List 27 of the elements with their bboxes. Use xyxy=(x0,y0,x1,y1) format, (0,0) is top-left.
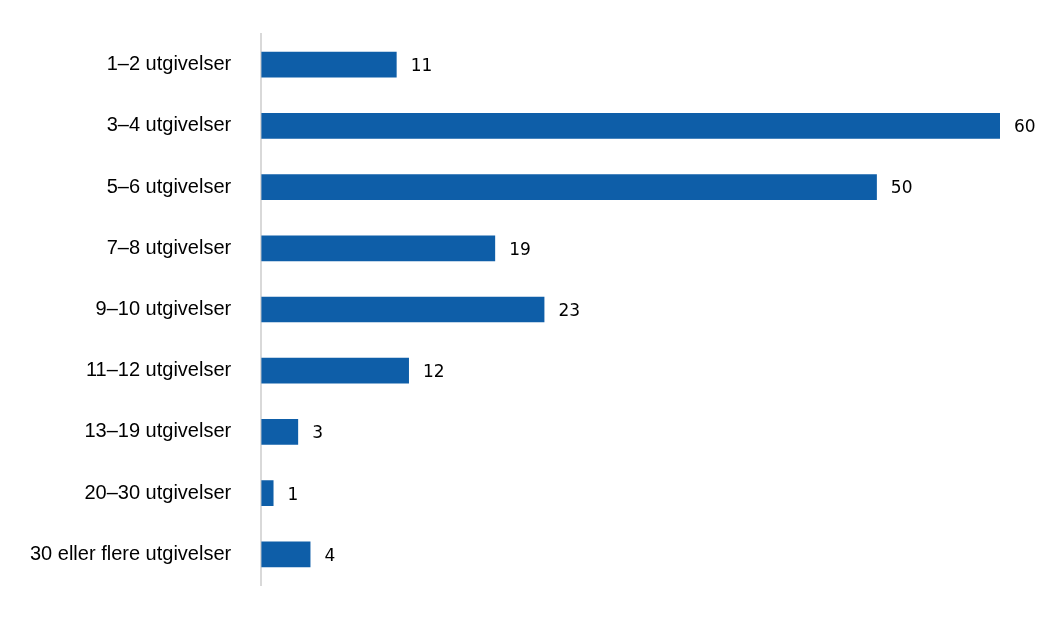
y-tick-label: 20–30 utgivelser xyxy=(84,480,232,503)
bar xyxy=(261,296,545,323)
data-label: 4 xyxy=(324,544,336,565)
y-tick-label: 7–8 utgivelser xyxy=(106,235,232,258)
bar xyxy=(261,235,496,262)
data-label: 11 xyxy=(410,55,433,76)
bar xyxy=(261,357,409,384)
data-label: 3 xyxy=(312,422,323,443)
bar xyxy=(261,480,274,507)
data-label: 1 xyxy=(287,483,299,504)
data-label: 60 xyxy=(1014,116,1036,137)
y-tick-label: 13–19 utgivelser xyxy=(84,419,232,442)
data-label: 50 xyxy=(890,177,913,198)
y-tick-label: 1–2 utgivelser xyxy=(106,52,232,75)
bar xyxy=(261,51,397,78)
y-tick-label: 11–12 utgivelser xyxy=(85,358,232,381)
y-tick-label: 3–4 utgivelser xyxy=(106,113,232,136)
y-tick-label: 9–10 utgivelser xyxy=(95,297,232,320)
data-label: 23 xyxy=(558,299,581,320)
bar xyxy=(261,174,877,200)
y-tick-label: 30 eller flere utgivelser xyxy=(29,541,232,564)
bar xyxy=(261,419,299,445)
bar xyxy=(261,112,1000,139)
y-tick-label: 5–6 utgivelser xyxy=(106,174,232,197)
data-label: 19 xyxy=(509,238,531,259)
bar xyxy=(261,541,311,568)
data-label: 12 xyxy=(422,361,445,382)
